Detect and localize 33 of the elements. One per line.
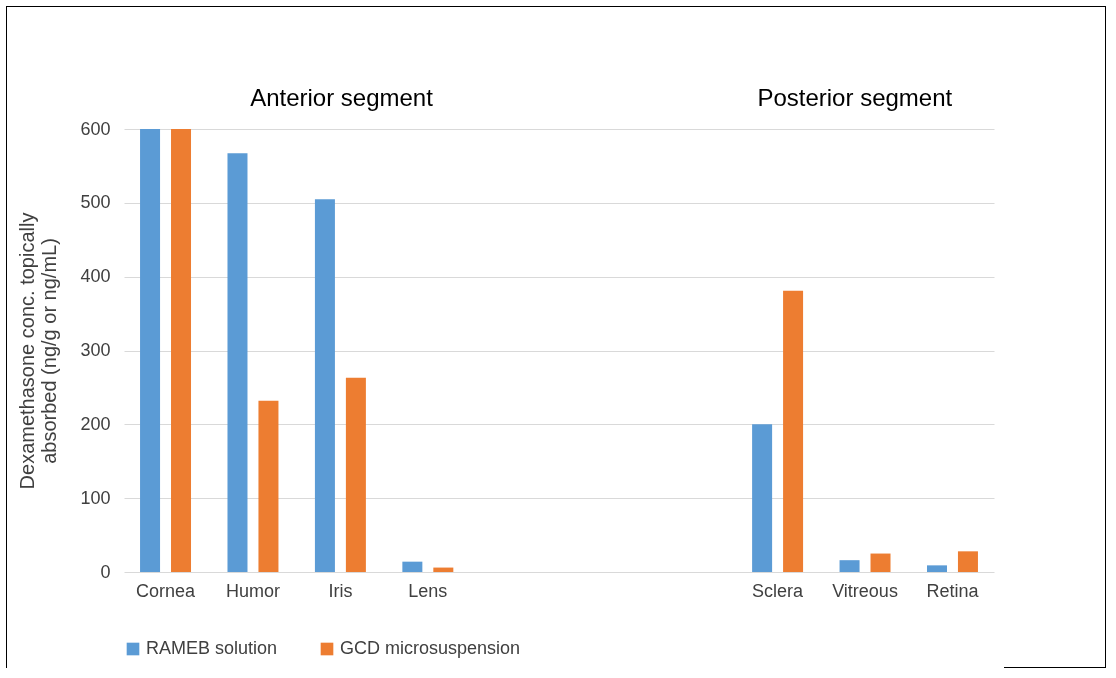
legend-label: GCD microsuspension [340,638,521,658]
x-tick-label: Iris [328,580,353,601]
x-tick-label: Sclera [752,580,805,601]
bar [752,424,773,572]
legend-label: RAMEB solution [146,638,278,658]
bar [870,553,891,572]
y-tick-label: 0 [100,561,111,582]
bar [402,561,423,572]
bar [140,129,161,572]
x-tick-label: Retina [926,580,980,601]
y-axis-title: Dexamethasone conc. topically absorbed (ng/g or ng/mL) [16,212,61,490]
text: Anterior segment [250,84,434,111]
x-tick-label: Cornea [136,580,197,601]
x-tick-label: Lens [408,580,448,601]
bar [258,400,279,572]
bar [783,290,804,572]
bar [171,129,192,572]
y-tick-label: 200 [80,413,111,434]
bar [926,565,947,572]
y-tick-label: 400 [80,266,111,287]
y-tick-label: 500 [80,192,111,213]
x-tick-label: Vitreous [832,580,898,601]
x-tick-label: Humor [225,580,280,601]
bar [345,377,366,572]
bar [314,199,335,572]
y-tick-label: 600 [80,118,111,139]
text: Posterior segment [757,84,953,111]
bar [227,153,248,572]
bar [433,567,454,572]
y-tick-label: 100 [80,487,111,508]
y-tick-label: 300 [80,340,111,360]
bar [839,560,860,572]
bar [957,551,978,572]
